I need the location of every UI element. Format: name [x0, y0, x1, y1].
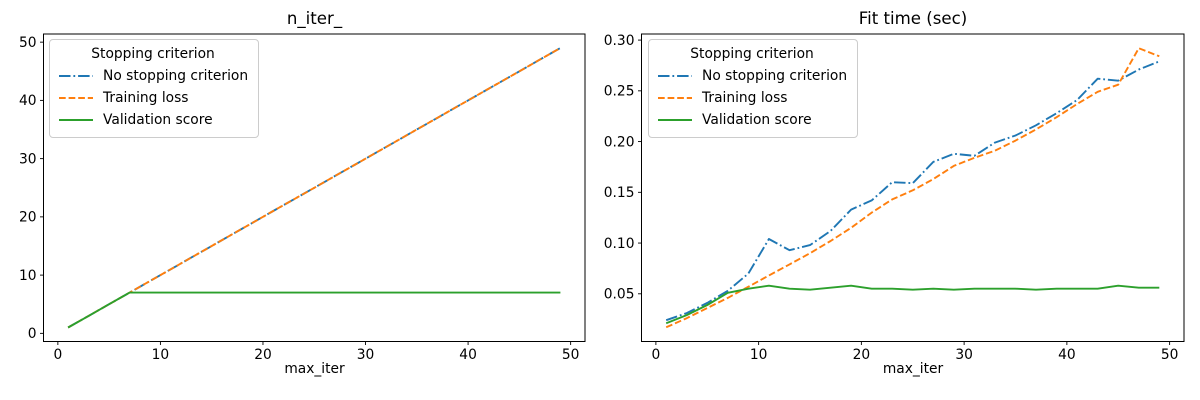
dashed-line-icon: [658, 97, 692, 99]
legend-entry: Validation score: [58, 109, 248, 131]
x-tick-label: 30: [955, 347, 973, 363]
legend-entry: No stopping criterion: [657, 65, 847, 87]
y-tick-label: 0: [28, 326, 37, 342]
plot-title-n-iter: n_iter_: [286, 9, 343, 28]
axes-frame: [43, 33, 586, 342]
y-tick-label: 20: [19, 210, 37, 226]
y-tick-label: 30: [19, 151, 37, 167]
legend-label: No stopping criterion: [103, 68, 249, 84]
dashed-line-icon: [59, 97, 93, 99]
x-tick-label: 10: [750, 347, 768, 363]
legend-right: Stopping criterion No stopping criterion…: [648, 39, 859, 138]
legend-label: Training loss: [103, 90, 189, 106]
x-axis-label-right: max_iter: [882, 361, 944, 377]
axes-n-iter: 0 10 20 30 40 50 0 10 20 30 40 50: [19, 33, 586, 363]
axes-fit-time-sec: 0 10 20 30 40 50 0.05 0.10 0.15 0.20 0.25 0.30: [604, 33, 1185, 363]
legend-label: Training loss: [702, 90, 788, 106]
x-tick-label: 40: [1058, 347, 1076, 363]
x-tick-label: 0: [651, 347, 660, 363]
legend-entry: Training loss: [657, 87, 847, 109]
legend-left: Stopping criterion No stopping criterion…: [49, 39, 260, 138]
x-tick-label: 40: [459, 347, 477, 363]
legend-title: Stopping criterion: [690, 46, 814, 62]
legend-entry: No stopping criterion: [58, 65, 248, 87]
x-tick-label: 50: [1161, 347, 1179, 363]
legend-entry: Validation score: [657, 109, 847, 131]
y-tick-label: 40: [19, 93, 37, 109]
y-tick-label: 50: [19, 35, 37, 51]
legend-label: Validation score: [702, 112, 812, 128]
x-tick-label: 20: [853, 347, 871, 363]
y-tick-label: 0.15: [604, 185, 635, 201]
legend-label: Validation score: [103, 112, 213, 128]
legend-title: Stopping criterion: [91, 46, 215, 62]
legend-entry: Training loss: [58, 87, 248, 109]
x-tick-label: 50: [562, 347, 580, 363]
x-tick-label: 30: [357, 347, 375, 363]
y-tick-label: 0.25: [604, 84, 635, 100]
x-tick-label: 0: [53, 347, 62, 363]
axes-frame: [641, 33, 1185, 342]
solid-line-icon: [59, 119, 93, 121]
line-validation-score: [665, 284, 1160, 325]
dashdot-line-icon: [658, 75, 692, 77]
y-tick-label: 0.10: [604, 236, 635, 252]
y-tick-label: 10: [19, 268, 37, 284]
line-training-loss: [665, 47, 1160, 329]
x-axis-label-left: max_iter: [284, 361, 345, 377]
y-tick-label: 0.30: [604, 33, 635, 49]
line-validation-score: [67, 291, 561, 329]
y-tick-label: 0.05: [604, 287, 635, 303]
line-training-loss: [67, 47, 561, 329]
y-tick-label: 0.20: [604, 134, 635, 150]
x-tick-label: 10: [152, 347, 170, 363]
legend-label: No stopping criterion: [702, 68, 848, 84]
solid-line-icon: [658, 119, 692, 121]
plot-title-fit-time: Fit time (sec): [858, 9, 968, 28]
x-tick-label: 20: [254, 347, 272, 363]
dashdot-line-icon: [59, 75, 93, 77]
